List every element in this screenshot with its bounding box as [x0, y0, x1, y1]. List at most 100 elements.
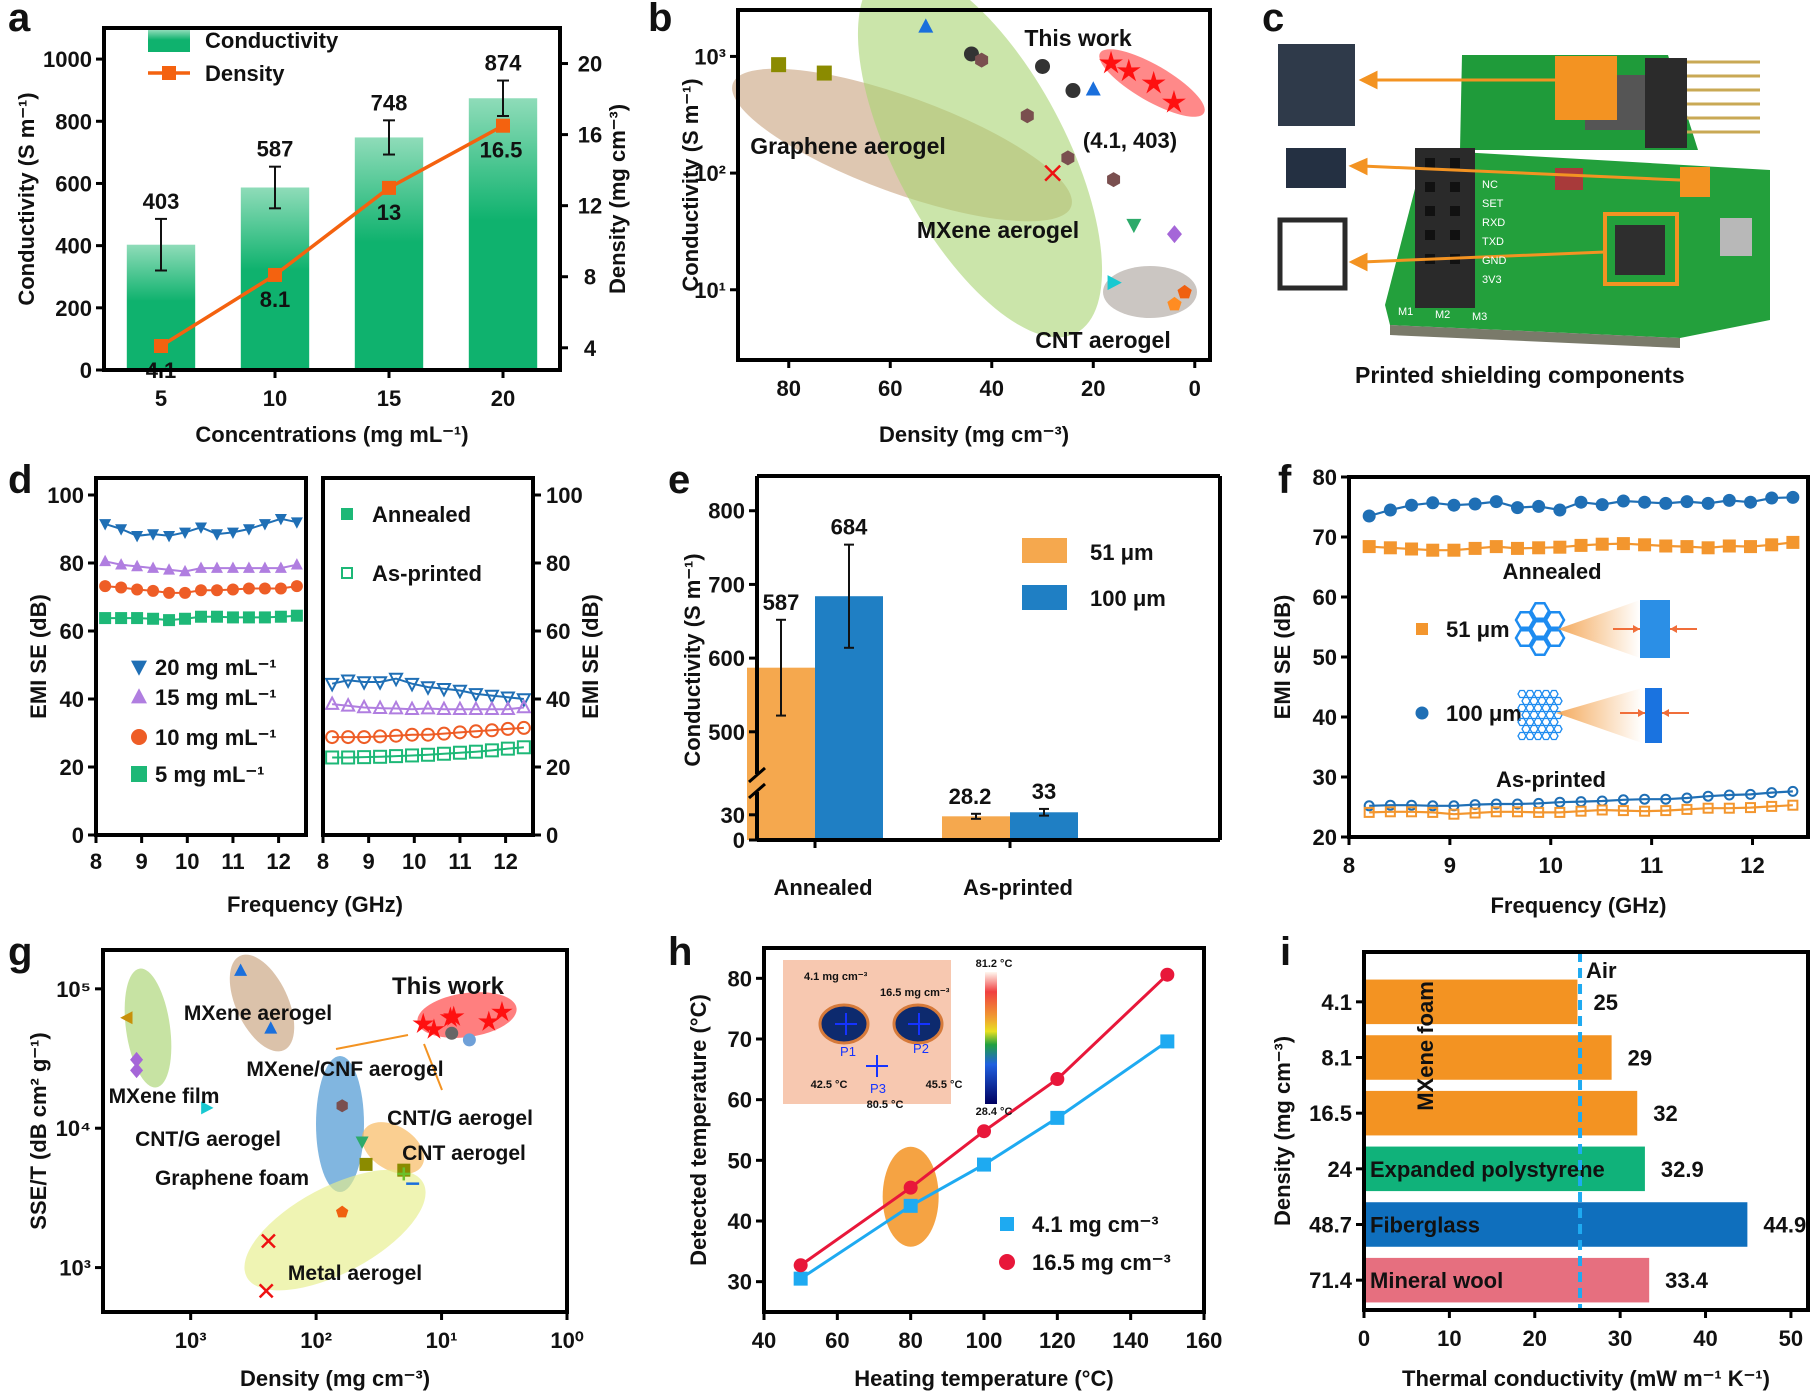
highlight-large-square [1555, 56, 1617, 120]
point [242, 524, 255, 536]
thickness-arrow-head [1633, 625, 1640, 633]
point [1681, 792, 1693, 804]
data-point-11 [1107, 172, 1121, 188]
y2-tick-label: 100 [546, 483, 583, 508]
data-point-1 [816, 65, 832, 81]
point [436, 726, 451, 741]
chart-d-emi-se-concentration: 8 9 10 11 12 8 9 10 11 12 0 0 20 20 40 40 60 60 80 80 100 100… [26, 476, 603, 917]
point [903, 1180, 918, 1195]
point [468, 688, 484, 703]
data-point-13 [261, 1233, 276, 1249]
legend-marker [131, 729, 147, 745]
point [1383, 503, 1397, 517]
honeycomb-small-pore-icon [1517, 689, 1563, 741]
point [274, 514, 287, 526]
y2-tick-label: 60 [546, 619, 570, 644]
point [258, 582, 271, 595]
point [325, 750, 340, 765]
x-axis-label: Frequency (GHz) [227, 892, 403, 917]
pcb-label-txd: TXD [1482, 236, 1504, 248]
y-tick-label: 10⁵ [56, 977, 91, 1002]
point [290, 609, 303, 622]
hex-cell [1553, 710, 1563, 720]
hex-cell [1514, 610, 1536, 630]
y-tick-label: 800 [708, 499, 745, 524]
x-tick-label: 10² [300, 1328, 332, 1353]
point [452, 745, 467, 760]
data-point-5 [201, 1101, 214, 1115]
point [163, 614, 176, 627]
point [500, 700, 516, 715]
annotation-arrow [335, 1034, 409, 1050]
point [258, 519, 271, 531]
label-cnt-aerogel: CNT aerogel [1035, 327, 1170, 353]
legend-label-annealed: Annealed [372, 502, 471, 527]
probe-temp-p3: 80.5 °C [867, 1099, 904, 1111]
y-tick-label: 71.4 [1309, 1268, 1353, 1293]
highlight-ellipse-80c [882, 1146, 939, 1247]
point [388, 699, 404, 715]
data-point-8 [1020, 108, 1034, 124]
x-tick-label: 0 [1358, 1326, 1370, 1351]
point [1744, 802, 1756, 814]
x-tick-label: 0 [1189, 376, 1201, 401]
point [468, 724, 483, 739]
point [1702, 790, 1714, 802]
point [1659, 496, 1673, 510]
data-label-density: 13 [377, 200, 401, 225]
data-point-17 [1099, 50, 1123, 74]
point [1723, 789, 1735, 801]
region-mxene-aerogel [229, 954, 295, 1052]
point [1511, 806, 1523, 818]
point [516, 693, 532, 708]
y-tick-label: 24 [1328, 1157, 1353, 1182]
point [1723, 802, 1735, 814]
point [516, 698, 532, 714]
legend-label-conductivity: Conductivity [205, 28, 339, 53]
point [373, 729, 388, 744]
point [1363, 800, 1375, 812]
point [324, 677, 340, 693]
point [1638, 495, 1652, 509]
point [340, 697, 356, 712]
point [356, 698, 372, 714]
x-axis-label: Heating temperature (°C) [854, 1366, 1113, 1391]
legend-marker-51um [1416, 623, 1428, 635]
pcb-label-rxd: RXD [1482, 217, 1505, 229]
region-label: Metal aerogel [288, 1262, 422, 1285]
data-point-0 [771, 57, 787, 73]
y2-tick-label: 20 [546, 755, 570, 780]
point [1405, 542, 1419, 556]
x-tick-label: 9 [363, 849, 375, 874]
y-tick-label: 600 [55, 171, 92, 196]
hex-cell [1553, 724, 1563, 734]
point [274, 561, 287, 573]
point [1554, 796, 1566, 808]
line-3 [1369, 804, 1793, 816]
point [1681, 803, 1693, 815]
legend-label: 5 mg mL⁻¹ [155, 762, 264, 787]
point [131, 583, 144, 596]
data-label-conductivity: 403 [143, 189, 180, 214]
point [99, 519, 112, 531]
pcb-illustration: NC SET RXD TXD GND 3V3 M1 M2 M3 [1277, 44, 1770, 348]
chart-f-emi-se-thickness: 8 9 10 11 12 20 30 40 50 60 70 80 Annealed As-printed… [1270, 465, 1810, 918]
data-point-3 [234, 963, 248, 976]
y2-axis-label: EMI SE (dB) [578, 594, 603, 719]
x-tick-label: 20 [1523, 1326, 1547, 1351]
data-label-density: 16.5 [480, 138, 523, 163]
point [1050, 1110, 1065, 1125]
legend-marker [131, 688, 147, 704]
hex-cell [1525, 731, 1535, 741]
legend-marker-4-1 [1000, 1217, 1014, 1231]
data-point-7 [355, 1136, 369, 1149]
probe-label-p3: P3 [870, 1081, 886, 1096]
point [115, 558, 128, 570]
bar-value-label: 29 [1628, 1046, 1652, 1071]
point [195, 561, 207, 573]
point [1050, 1072, 1065, 1087]
x-tick-label: 20 [1081, 376, 1105, 401]
point [1406, 806, 1418, 818]
probe-temp-p2: 45.5 °C [926, 1079, 963, 1091]
x-tick-label: 80 [777, 376, 801, 401]
